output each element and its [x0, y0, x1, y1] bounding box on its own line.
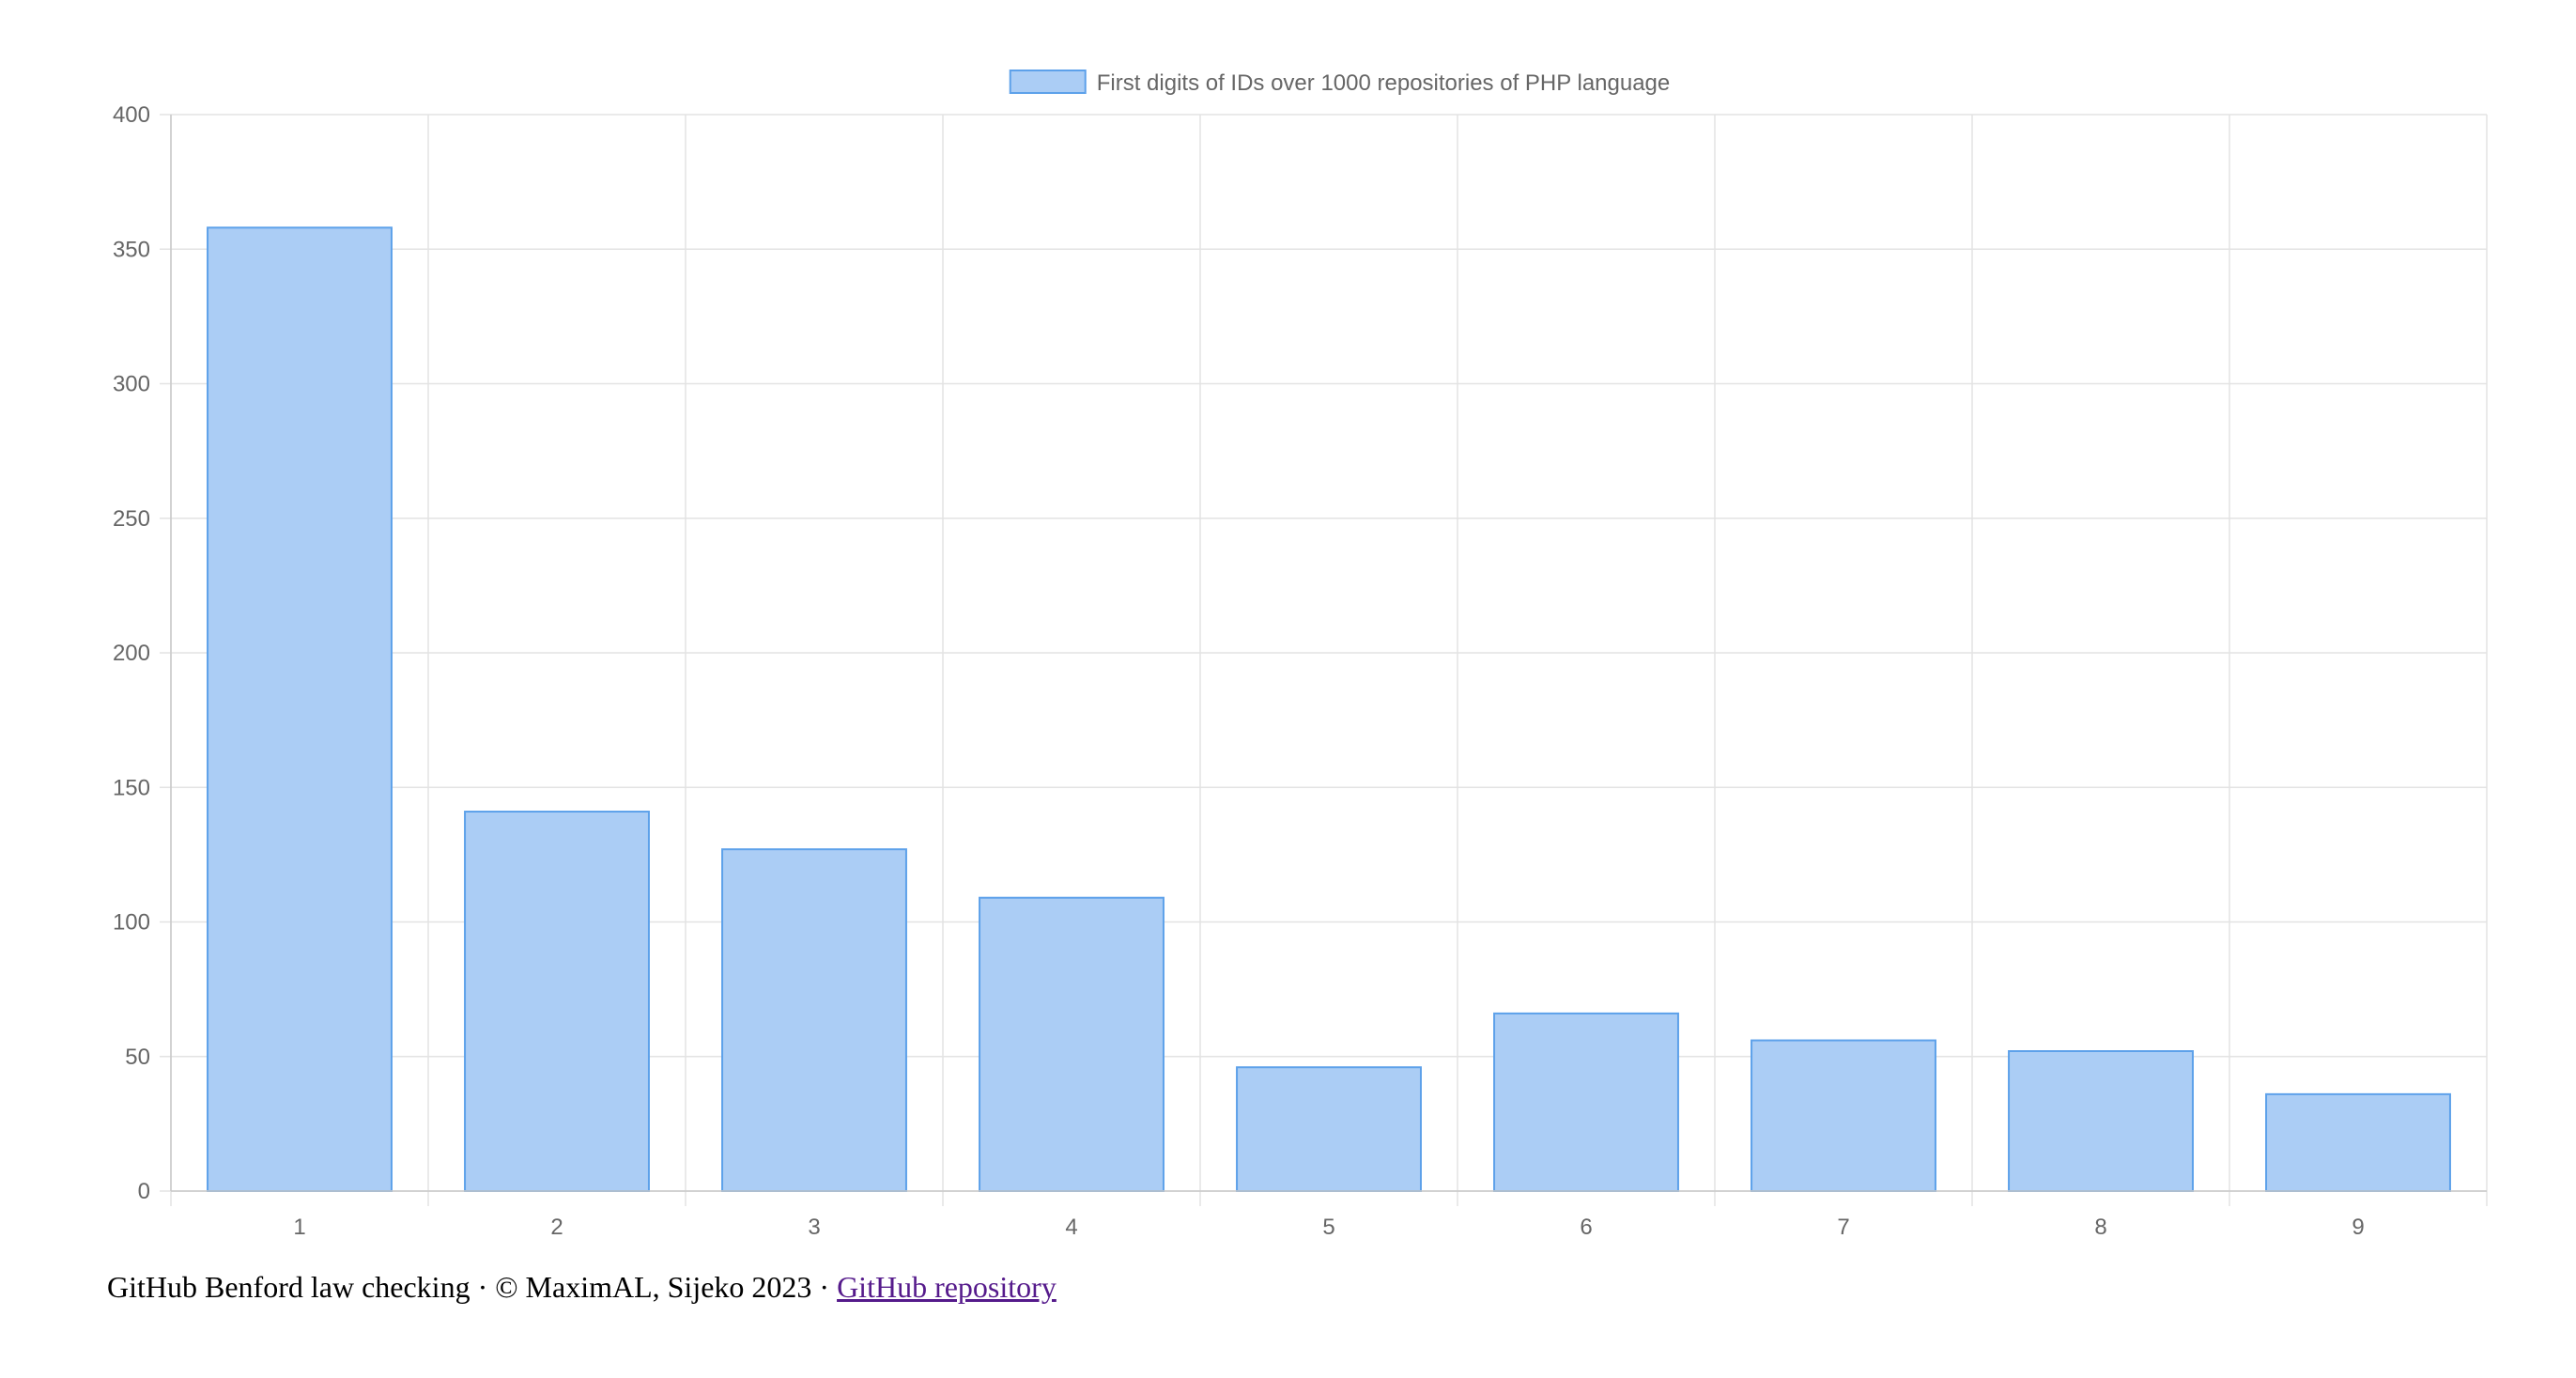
bar-5 [1236, 1066, 1422, 1192]
x-tick-label: 2 [550, 1215, 563, 1240]
y-tick-label: 100 [113, 910, 150, 936]
x-tick-label: 6 [1580, 1215, 1592, 1240]
y-tick-label: 300 [113, 372, 150, 397]
bar-6 [1493, 1012, 1679, 1193]
bar-1 [207, 226, 393, 1193]
bar-4 [979, 896, 1165, 1193]
bar-8 [2008, 1050, 2194, 1193]
y-tick-label: 350 [113, 237, 150, 262]
bar-7 [1751, 1039, 1936, 1193]
bar-3 [721, 848, 907, 1193]
x-tick-label: 9 [2352, 1215, 2364, 1240]
x-tick-label: 5 [1322, 1215, 1334, 1240]
y-tick-label: 250 [113, 506, 150, 532]
x-tick-label: 4 [1065, 1215, 1077, 1240]
y-tick-label: 50 [125, 1045, 150, 1070]
legend-label: First digits of IDs over 1000 repositori… [1097, 70, 1671, 96]
legend-swatch [1009, 70, 1087, 94]
footer-text: GitHub Benford law checking · © MaximAL,… [107, 1270, 838, 1304]
x-tick-label: 7 [1837, 1215, 1849, 1240]
bar-2 [464, 811, 650, 1192]
footer: GitHub Benford law checking · © MaximAL,… [107, 1270, 1057, 1305]
x-tick-label: 3 [808, 1215, 820, 1240]
chart-area: 0 50 100 150 200 250 300 350 400 1 2 3 4 5 6 7 8 9 First d… [113, 70, 2488, 1240]
x-tick-label: 8 [2094, 1215, 2106, 1240]
y-tick-label: 400 [113, 102, 150, 128]
y-tick-label: 0 [138, 1179, 150, 1204]
bar-chart: 0 50 100 150 200 250 300 350 400 1 2 3 4 5 6 7 8 9 First d… [113, 70, 2488, 1240]
bar-9 [2265, 1092, 2451, 1192]
github-repository-link[interactable]: GitHub repository [837, 1270, 1057, 1304]
y-tick-label: 200 [113, 641, 150, 666]
x-tick-label: 1 [293, 1215, 305, 1240]
y-tick-label: 150 [113, 775, 150, 800]
